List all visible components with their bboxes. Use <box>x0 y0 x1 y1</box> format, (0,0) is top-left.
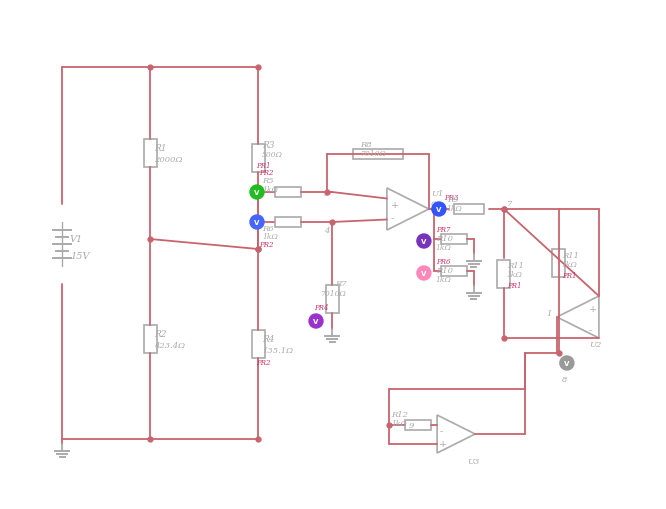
Text: 1kΩ: 1kΩ <box>436 275 452 284</box>
Bar <box>275 188 301 197</box>
Text: U3: U3 <box>467 457 480 465</box>
Text: V: V <box>564 360 569 366</box>
Text: 8: 8 <box>562 375 567 383</box>
Text: 1kΩ: 1kΩ <box>436 243 452 251</box>
Bar <box>143 140 157 167</box>
Text: R8: R8 <box>360 140 372 149</box>
Circle shape <box>560 356 574 370</box>
Text: R10: R10 <box>436 267 453 274</box>
Text: +: + <box>439 440 448 448</box>
Text: 423.4Ω: 423.4Ω <box>154 342 185 349</box>
Text: PR2: PR2 <box>256 358 270 366</box>
Text: +: + <box>391 201 399 210</box>
Text: V: V <box>436 207 442 213</box>
Bar <box>405 420 431 430</box>
Circle shape <box>432 203 446 216</box>
Text: 6: 6 <box>431 200 436 208</box>
Text: R11: R11 <box>507 262 524 270</box>
Text: PR2: PR2 <box>259 168 274 177</box>
Bar <box>441 267 467 276</box>
Circle shape <box>417 235 431 248</box>
Text: 1kΩ: 1kΩ <box>391 420 407 428</box>
Text: -: - <box>439 427 442 436</box>
Bar <box>252 145 264 173</box>
Text: 500Ω: 500Ω <box>262 151 283 159</box>
Text: R11: R11 <box>562 251 579 260</box>
Text: PR6: PR6 <box>436 258 450 266</box>
Text: PR7: PR7 <box>436 225 450 234</box>
Text: 4: 4 <box>324 227 330 235</box>
Bar <box>275 217 301 228</box>
Circle shape <box>250 186 264 200</box>
Text: PR4: PR4 <box>314 303 328 312</box>
Text: 1kΩ: 1kΩ <box>262 233 278 241</box>
Text: R10: R10 <box>436 235 453 242</box>
Text: PR1: PR1 <box>256 162 270 169</box>
Text: 1kΩ: 1kΩ <box>507 271 523 279</box>
Bar <box>552 249 565 277</box>
Text: R1: R1 <box>154 144 166 153</box>
Text: V: V <box>421 239 427 244</box>
Text: U1: U1 <box>431 190 444 197</box>
Text: 5: 5 <box>324 190 330 197</box>
Text: R7: R7 <box>335 279 346 288</box>
Text: PR2: PR2 <box>259 241 274 248</box>
Circle shape <box>417 267 431 280</box>
Text: 7: 7 <box>507 200 512 208</box>
Text: 1kΩ: 1kΩ <box>447 205 463 213</box>
Text: 2000Ω: 2000Ω <box>154 156 182 164</box>
Bar <box>441 235 467 244</box>
Text: R9: R9 <box>447 195 458 204</box>
Text: R2: R2 <box>154 329 166 338</box>
Text: PR3: PR3 <box>444 193 458 202</box>
Bar <box>252 330 264 358</box>
Text: 7010Ω: 7010Ω <box>360 150 386 158</box>
Text: V1: V1 <box>70 235 83 243</box>
Text: V: V <box>313 318 319 324</box>
Bar <box>353 150 403 160</box>
Bar <box>498 260 510 288</box>
Text: PR1: PR1 <box>562 271 576 279</box>
Bar <box>326 286 338 314</box>
Bar <box>143 325 157 353</box>
Text: -: - <box>589 326 592 335</box>
Text: R12: R12 <box>391 411 408 419</box>
Text: 9: 9 <box>409 421 414 430</box>
Text: -: - <box>391 214 394 223</box>
Text: 1kΩ: 1kΩ <box>562 261 578 268</box>
Circle shape <box>309 315 323 328</box>
Text: V: V <box>421 270 427 276</box>
Text: R6: R6 <box>262 224 274 233</box>
Text: R4: R4 <box>262 334 274 344</box>
Text: V: V <box>254 190 260 195</box>
Text: 135.1Ω: 135.1Ω <box>262 346 293 354</box>
Text: 1kΩ: 1kΩ <box>262 186 278 193</box>
Text: PR1: PR1 <box>507 282 521 290</box>
Text: 15V: 15V <box>70 251 89 261</box>
Bar <box>454 205 484 215</box>
Text: V: V <box>254 219 260 225</box>
Text: R3: R3 <box>262 140 274 150</box>
Text: +: + <box>589 305 597 314</box>
Text: 7010Ω: 7010Ω <box>320 290 346 297</box>
Text: 1: 1 <box>547 309 552 318</box>
Text: R5: R5 <box>262 177 274 185</box>
Text: U2: U2 <box>589 341 601 348</box>
Circle shape <box>250 216 264 230</box>
